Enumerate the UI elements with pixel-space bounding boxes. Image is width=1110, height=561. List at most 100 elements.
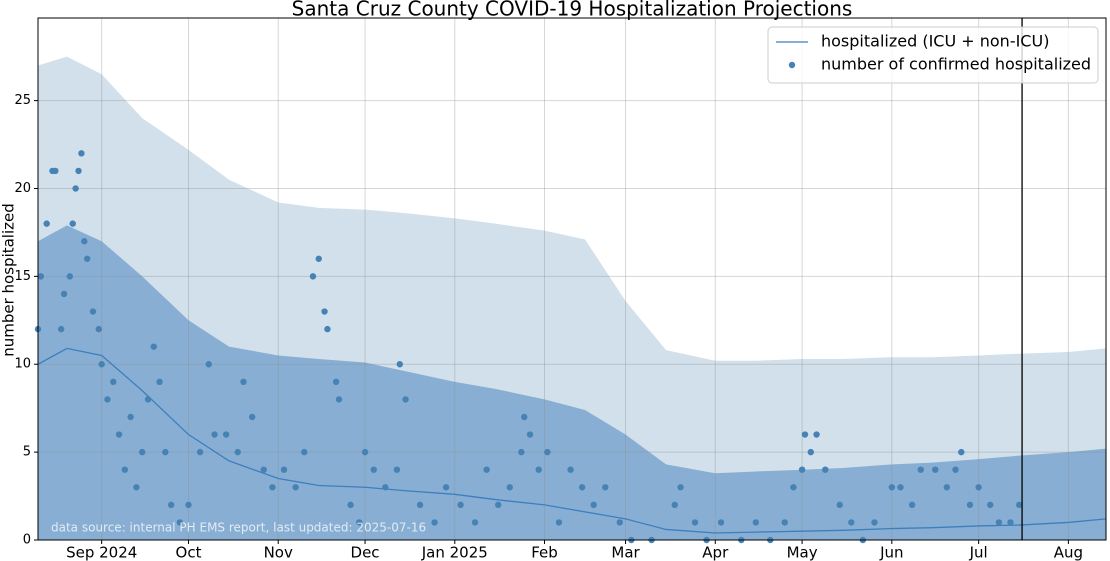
data-point [162, 448, 169, 456]
data-point [836, 501, 843, 509]
data-point [234, 448, 241, 456]
data-point [382, 484, 389, 491]
data-point [292, 484, 299, 491]
data-point [301, 448, 308, 456]
data-point [526, 431, 534, 438]
data-point [781, 519, 788, 526]
x-tick-label: Aug [1054, 544, 1083, 561]
data-point [442, 484, 450, 491]
data-point [89, 308, 97, 315]
data-point [37, 273, 45, 280]
data-point [127, 413, 134, 421]
data-point [544, 448, 551, 456]
data-point [43, 220, 50, 227]
data-point [471, 519, 479, 526]
data-point [115, 431, 123, 438]
x-tick-label: Jun [879, 544, 903, 561]
data-point [280, 466, 288, 473]
data-point [790, 484, 797, 491]
y-tick-label: 5 [23, 445, 31, 460]
data-point [897, 484, 904, 491]
data-point [567, 466, 574, 473]
data-point [356, 519, 363, 526]
data-point [60, 290, 68, 298]
data-point [72, 185, 79, 192]
y-tick-label: 25 [14, 93, 31, 108]
data-point [807, 448, 814, 456]
data-point [269, 484, 276, 491]
data-point [578, 484, 586, 491]
data-point [813, 431, 820, 438]
data-point [691, 519, 699, 526]
data-point [822, 466, 829, 473]
data-point [917, 466, 924, 473]
y-axis-label: number hospitalized [0, 203, 18, 357]
data-point [315, 255, 322, 262]
data-point [176, 519, 184, 526]
data-point [677, 484, 684, 491]
data-point [321, 308, 328, 315]
data-point [361, 448, 369, 456]
data-point [555, 519, 563, 526]
data-point [958, 448, 965, 456]
data-point [185, 501, 192, 509]
data-point [457, 501, 464, 509]
data-point [987, 501, 994, 509]
legend-label: hospitalized (ICU + non-ICU) [821, 32, 1049, 51]
data-point [402, 396, 409, 403]
data-point [150, 343, 157, 350]
data-point [518, 448, 525, 456]
data-point [393, 466, 401, 473]
data-point [260, 466, 267, 473]
y-tick-label: 10 [14, 357, 31, 372]
data-point [240, 378, 247, 386]
data-point [167, 501, 175, 509]
x-tick-label: Oct [176, 544, 202, 561]
data-point [431, 519, 438, 526]
data-point [888, 484, 896, 491]
data-point [78, 150, 85, 157]
x-tick-label: Mar [611, 544, 640, 561]
data-point [871, 519, 878, 526]
x-tick-label: Sep 2024 [66, 544, 137, 561]
data-point [324, 325, 331, 333]
data-point [347, 501, 354, 509]
data-point [717, 519, 725, 526]
data-point [671, 501, 678, 509]
data-point [66, 273, 74, 280]
x-tick-label: Jul [969, 544, 988, 561]
data-point [133, 484, 140, 491]
data-point [104, 396, 111, 403]
data-point [95, 325, 102, 333]
data-point [98, 361, 105, 368]
x-tick-label: Nov [264, 544, 293, 561]
x-tick-label: Dec [351, 544, 380, 561]
y-tick-label: 20 [14, 181, 31, 196]
data-point [121, 466, 129, 473]
data-point [952, 466, 959, 473]
data-point [966, 501, 974, 509]
chart-title: Santa Cruz County COVID-19 Hospitalizati… [292, 0, 853, 21]
data-point [535, 466, 542, 473]
data-point [506, 484, 513, 491]
data-source-note: data source: internal PH EMS report, las… [51, 521, 426, 535]
data-point [798, 466, 806, 473]
data-point [81, 238, 88, 245]
data-point [483, 466, 490, 473]
x-tick-label: Feb [531, 544, 558, 561]
y-tick-label: 15 [14, 269, 31, 284]
legend-label: number of confirmed hospitalized [821, 55, 1091, 74]
data-point [57, 325, 65, 333]
data-point [752, 519, 759, 526]
legend-swatch [788, 61, 796, 69]
projection-line [37, 347, 1107, 534]
data-point [335, 396, 343, 403]
data-point [222, 431, 230, 438]
x-tick-label: Jan 2025 [421, 544, 488, 561]
x-tick-label: May [787, 544, 818, 561]
data-point [52, 167, 59, 175]
data-point [75, 167, 82, 175]
data-point [416, 501, 424, 509]
data-point [975, 484, 982, 491]
